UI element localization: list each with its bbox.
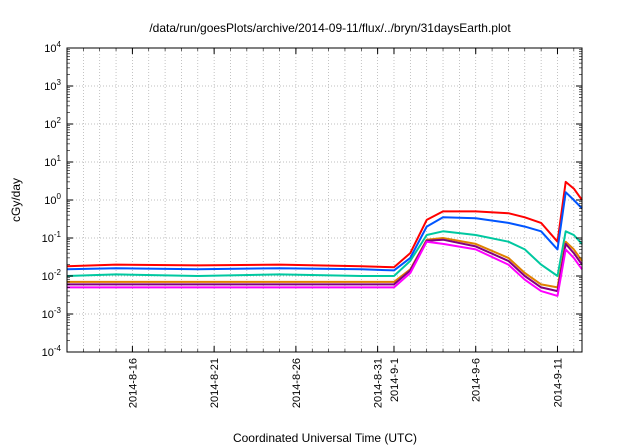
y-tick-label: 10-3 [42, 306, 62, 321]
x-tick-label: 2014-9-11 [552, 358, 564, 407]
series-line [66, 180, 583, 269]
y-tick-label: 100 [44, 192, 61, 207]
y-ticks: 10-4 10-3 10-2 10-1 100 101 102 103 104 [42, 40, 582, 359]
y-tick-label: 102 [44, 116, 61, 131]
y-tick-label: 10-1 [42, 230, 62, 245]
y-axis-title: cGy/day [9, 178, 23, 222]
series-line [66, 230, 583, 277]
y-tick-label: 104 [44, 40, 61, 55]
plot-frame [66, 47, 583, 353]
x-axis-title: Coordinated Universal Time (UTC) [233, 431, 417, 445]
x-tick-label: 2014-8-31 [373, 358, 385, 408]
y-tick-label: 10-4 [42, 344, 62, 359]
chart-title: /data/run/goesPlots/archive/2014-09-11/f… [149, 21, 511, 35]
x-tick-label: 2014-8-16 [127, 358, 139, 408]
series-line [66, 191, 583, 272]
x-tick-label: 2014-9-6 [471, 358, 483, 402]
series-group [66, 180, 583, 297]
y-tick-label: 101 [44, 154, 61, 169]
x-tick-label: 2014-9-1 [389, 358, 401, 402]
x-ticks: 2014-8-16 2014-8-21 2014-8-26 2014-8-31 2014… [83, 48, 575, 408]
y-tick-label: 103 [44, 78, 61, 93]
series-line [67, 240, 583, 297]
x-tick-label: 2014-8-26 [291, 358, 303, 408]
x-tick-label: 2014-8-21 [209, 358, 221, 408]
grid [67, 47, 582, 353]
y-tick-label: 10-2 [42, 268, 62, 283]
